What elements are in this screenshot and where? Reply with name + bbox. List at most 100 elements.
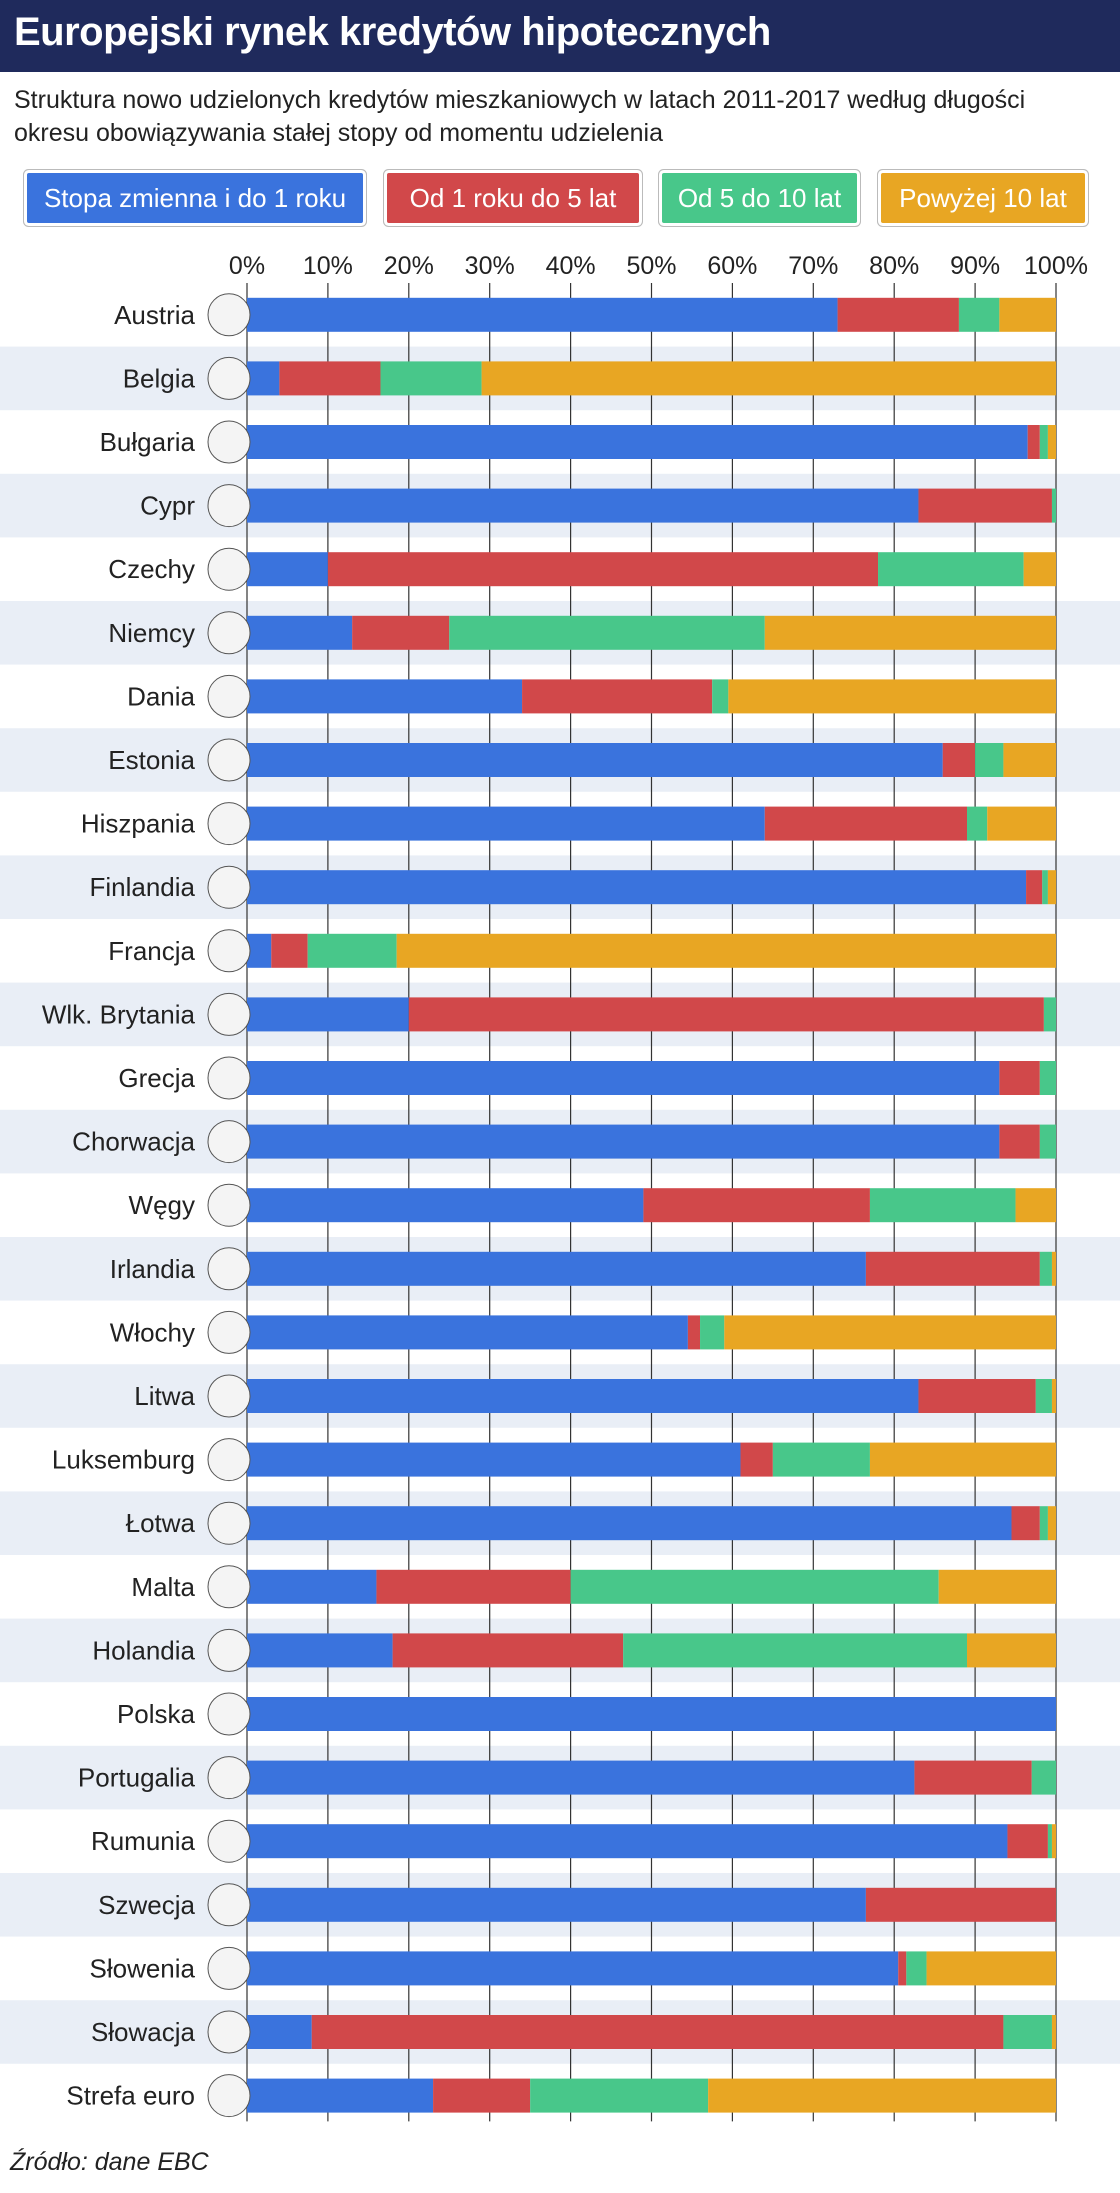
flag-icon <box>207 1819 251 1863</box>
flag-icon <box>207 1565 251 1609</box>
bar-segment <box>307 933 397 968</box>
legend-item-1-to-5-years: Od 1 roku do 5 lat <box>387 173 639 223</box>
bar-segment <box>623 1633 968 1668</box>
bar-segment <box>247 1442 741 1477</box>
legend-item-5-to-10-years: Od 5 do 10 lat <box>662 173 857 223</box>
x-tick-label: 10% <box>303 252 353 280</box>
bar-segment <box>247 1697 1056 1731</box>
bar-segment <box>1039 1506 1048 1541</box>
bar-segment <box>728 679 1056 714</box>
bar-segment <box>1039 1251 1052 1286</box>
category-label: Polska <box>117 1699 196 1729</box>
bar-segment <box>967 1633 1056 1668</box>
bar-segment <box>449 615 765 650</box>
flag-icon <box>207 674 251 718</box>
category-label: Włochy <box>110 1317 195 1347</box>
bar-segment <box>898 1951 907 1986</box>
bar-segment <box>999 1061 1040 1095</box>
flag-icon <box>207 2010 251 2054</box>
bar-segment <box>247 1951 899 1986</box>
category-label: Litwa <box>134 1381 195 1411</box>
bar-segment <box>1051 1824 1056 1859</box>
bar-segment <box>878 552 1024 587</box>
bar-segment <box>700 1315 725 1350</box>
category-label: Węgy <box>129 1190 195 1220</box>
bar-segment <box>1031 1760 1056 1795</box>
bar-segment <box>247 425 1028 459</box>
bar-segment <box>247 615 353 650</box>
category-label: Luksemburg <box>52 1445 195 1475</box>
bar-segment <box>918 488 1052 523</box>
category-label: Łotwa <box>126 1508 196 1538</box>
bar-segment <box>247 1760 915 1795</box>
flag-icon <box>207 1501 251 1545</box>
bar-segment <box>1043 997 1056 1032</box>
flag-icon <box>207 802 251 846</box>
category-label: Belgia <box>123 363 196 393</box>
bar-segment <box>999 1124 1040 1159</box>
category-label: Rumunia <box>91 1826 196 1856</box>
x-tick-label: 60% <box>707 252 757 280</box>
flag-icon <box>207 1120 251 1164</box>
flag-icon <box>207 1946 251 1990</box>
bar-segment <box>271 933 308 968</box>
flag-icon <box>207 547 251 591</box>
legend-label: Stopa zmienna i do 1 roku <box>43 183 347 213</box>
bar-segment <box>687 1315 701 1350</box>
bar-segment <box>247 997 409 1032</box>
x-tick-label: 90% <box>950 252 1000 280</box>
bar-segment <box>247 1251 866 1286</box>
bar-segment <box>837 297 959 332</box>
bar-segment <box>1035 1379 1052 1413</box>
flag-icon <box>207 738 251 782</box>
bar-segment <box>1015 1188 1056 1223</box>
category-label: Bułgaria <box>100 427 196 457</box>
category-label: Austria <box>114 300 195 330</box>
bar-segment <box>1039 1061 1056 1095</box>
bar-segment <box>1003 743 1056 777</box>
bar-segment <box>724 1315 1056 1350</box>
bar-segment <box>926 1951 1056 1986</box>
bar-segment <box>376 1569 571 1604</box>
legend-item-variable-rate: Stopa zmienna i do 1 roku <box>27 173 363 223</box>
bar-segment <box>967 806 988 841</box>
bar-segment <box>1047 1506 1056 1541</box>
bar-segment <box>938 1569 1056 1604</box>
bar-segment <box>865 1887 1056 1922</box>
bar-segment <box>247 743 943 777</box>
bar-segment <box>396 933 1056 968</box>
source-note: Źródło: dane EBC <box>10 2148 209 2176</box>
bar-segment <box>643 1188 870 1223</box>
bar-segment <box>247 297 838 332</box>
flag-icon <box>207 1756 251 1800</box>
category-label: Słowacja <box>91 2017 196 2047</box>
category-label: Estonia <box>108 745 195 775</box>
bar-segment <box>247 488 919 523</box>
bar-segment <box>247 933 272 968</box>
x-tick-label: 30% <box>465 252 515 280</box>
flag-icon <box>207 2074 251 2118</box>
legend-label: Od 5 do 10 lat <box>677 183 842 213</box>
bar-segment <box>764 806 968 841</box>
bar-segment <box>869 1442 1056 1477</box>
flag-icon <box>207 1310 251 1354</box>
bar-segment <box>987 806 1056 841</box>
bar-segment <box>1039 425 1048 459</box>
bar-segment <box>247 2078 434 2113</box>
bar-segment <box>433 2078 531 2113</box>
bar-segment <box>1003 2015 1052 2049</box>
x-tick-label: 70% <box>788 252 838 280</box>
bar-segment <box>247 1824 1008 1859</box>
bar-segment <box>1039 1124 1056 1159</box>
bar-segment <box>247 1887 866 1922</box>
flag-icon <box>207 929 251 973</box>
x-tick-label: 20% <box>384 252 434 280</box>
flag-icon <box>207 1247 251 1291</box>
x-tick-label: 80% <box>869 252 919 280</box>
bar-segment <box>906 1951 927 1986</box>
bar-segment <box>247 1315 688 1350</box>
category-label: Francja <box>108 936 195 966</box>
bar-segment <box>247 1633 393 1668</box>
flag-icon <box>207 1374 251 1418</box>
bar-segment <box>247 1124 1000 1159</box>
